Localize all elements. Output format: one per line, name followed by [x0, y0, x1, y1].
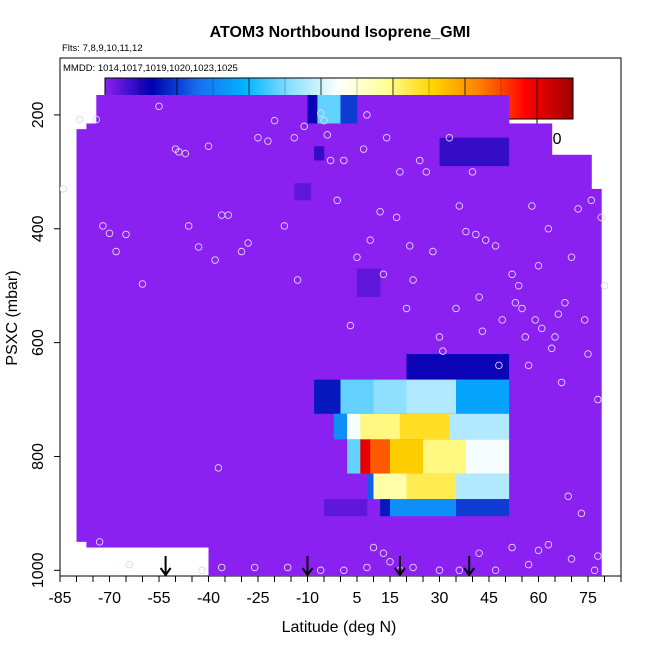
heatmap-coverage: [96, 95, 159, 548]
x-tick-label: -85: [48, 590, 71, 607]
x-tick-label: -10: [296, 590, 319, 607]
heatmap-cell: [334, 414, 348, 440]
heatmap-cell: [347, 414, 361, 440]
heatmap-cell: [294, 183, 311, 200]
heatmap-cell: [360, 414, 400, 440]
x-axis: -85 -70 -55 -40 -25 -10 5 15 30 45 60 75: [48, 576, 621, 607]
x-tick-label: -40: [197, 590, 220, 607]
heatmap-cell: [324, 499, 367, 516]
heatmap-cell: [308, 95, 318, 123]
x-axis-label: Latitude (deg N): [282, 619, 397, 636]
sample-point: [60, 186, 67, 193]
x-tick-label: -55: [147, 590, 170, 607]
heatmap-cell: [374, 380, 407, 414]
flights-note: Flts: 7,8,9,10,11,12: [62, 43, 143, 54]
heatmap-cell: [380, 499, 390, 516]
heatmap-cell: [456, 499, 509, 516]
y-tick-label: 600: [30, 329, 47, 356]
y-axis-label: PSXC (mbar): [4, 270, 21, 365]
heatmap-cell: [456, 380, 509, 414]
heatmap-cell: [390, 499, 456, 516]
heatmap-cell: [466, 439, 509, 473]
heatmap-cell: [390, 439, 423, 473]
x-tick-label: -70: [98, 590, 121, 607]
heatmap-layer: [77, 95, 602, 576]
heatmap-cell: [341, 380, 374, 414]
x-tick-label: 60: [530, 590, 548, 607]
heatmap-cell: [407, 354, 510, 380]
heatmap-cell: [374, 474, 407, 500]
heatmap-coverage: [159, 95, 209, 548]
heatmap-cell: [370, 439, 390, 473]
chart-title: ATOM3 Northbound Isoprene_GMI: [210, 24, 471, 41]
heatmap-cell: [449, 414, 509, 440]
heatmap-coverage: [86, 123, 96, 547]
x-tick-label: 45: [480, 590, 498, 607]
heatmap-cell: [407, 380, 457, 414]
heatmap-coverage: [77, 129, 87, 542]
x-tick-label: 5: [353, 590, 362, 607]
y-tick-label: 400: [30, 215, 47, 242]
heatmap-cell: [314, 380, 341, 414]
x-tick-label: 75: [579, 590, 597, 607]
heatmap-coverage: [552, 155, 592, 576]
heatmap-coverage: [591, 189, 601, 576]
x-tick-label: -25: [246, 590, 269, 607]
heatmap-cell: [456, 474, 509, 500]
heatmap-cell: [423, 439, 466, 473]
sample-point: [199, 567, 206, 574]
sample-point: [126, 561, 133, 568]
heatmap-cell: [341, 95, 358, 123]
y-tick-label: 800: [30, 443, 47, 470]
heatmap-cell: [347, 439, 361, 473]
x-tick-label: 15: [381, 590, 399, 607]
x-tick-label: 30: [431, 590, 449, 607]
y-axis: 200 400 600 800 1000: [30, 101, 60, 588]
heatmap-cell: [367, 474, 374, 500]
sample-point: [77, 116, 84, 123]
sample-point: [601, 282, 608, 289]
heatmap-cell: [314, 146, 324, 160]
dates-note: MMDD: 1014,1017,1019,1020,1023,1025: [63, 63, 238, 74]
heatmap-cell: [400, 414, 450, 440]
heatmap-cell: [360, 439, 370, 473]
y-tick-label: 200: [30, 101, 47, 128]
heatmap-cell: [407, 474, 457, 500]
heatmap-coverage: [509, 123, 552, 576]
heatmap-cell: [440, 138, 510, 166]
heatmap-cell: [357, 269, 380, 297]
y-tick-label: 1000: [30, 552, 47, 588]
heatmap-coverage: [209, 95, 309, 576]
